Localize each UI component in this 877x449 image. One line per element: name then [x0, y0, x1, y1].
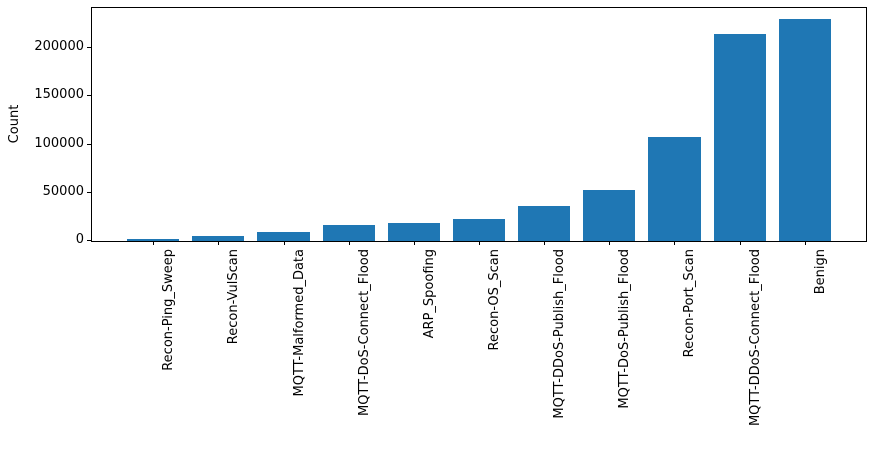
- x-tick-label: ARP_Spoofing: [422, 249, 437, 339]
- y-tick-mark: [87, 240, 91, 241]
- x-tick-mark: [218, 241, 219, 245]
- x-tick-mark: [349, 241, 350, 245]
- x-tick-mark: [284, 241, 285, 245]
- bar: [257, 232, 310, 241]
- y-tick-mark: [87, 192, 91, 193]
- y-tick-mark: [87, 47, 91, 48]
- bar: [518, 205, 571, 241]
- bar: [583, 189, 636, 241]
- bar: [127, 239, 180, 241]
- x-tick-mark: [544, 241, 545, 245]
- y-tick-label: 200000: [34, 39, 84, 54]
- bar: [387, 222, 440, 241]
- bar: [452, 219, 506, 241]
- x-tick-label: MQTT-DDoS-Publish_Flood: [552, 249, 567, 419]
- bar: [192, 236, 245, 241]
- y-tick-label: 50000: [42, 184, 84, 199]
- x-tick-label: Benign: [813, 249, 828, 295]
- x-tick-label: Recon-VulScan: [226, 249, 241, 345]
- y-tick-mark: [87, 95, 91, 96]
- x-tick-label: Recon-OS_Scan: [487, 249, 502, 351]
- bar: [778, 19, 831, 241]
- x-tick-mark: [479, 241, 480, 245]
- x-tick-mark: [805, 241, 806, 245]
- x-tick-mark: [414, 241, 415, 245]
- x-tick-label: Recon-Port_Scan: [682, 249, 697, 358]
- bar: [713, 33, 766, 241]
- x-tick-label: MQTT-Malformed_Data: [292, 249, 307, 397]
- x-tick-label: Recon-Ping_Sweep: [161, 249, 176, 371]
- plot-area: [91, 7, 867, 242]
- y-tick-label: 0: [75, 232, 84, 247]
- x-tick-mark: [674, 241, 675, 245]
- x-tick-mark: [153, 241, 154, 245]
- x-tick-label: MQTT-DDoS-Connect_Flood: [748, 249, 763, 427]
- x-tick-label: MQTT-DoS-Connect_Flood: [357, 249, 372, 417]
- x-tick-label: MQTT-DoS-Publish_Flood: [617, 249, 632, 409]
- bar: [322, 224, 375, 241]
- y-tick-mark: [87, 144, 91, 145]
- y-tick-label: 100000: [34, 136, 84, 151]
- x-tick-mark: [740, 241, 741, 245]
- bar: [648, 137, 701, 241]
- x-tick-mark: [609, 241, 610, 245]
- y-tick-label: 150000: [34, 87, 84, 102]
